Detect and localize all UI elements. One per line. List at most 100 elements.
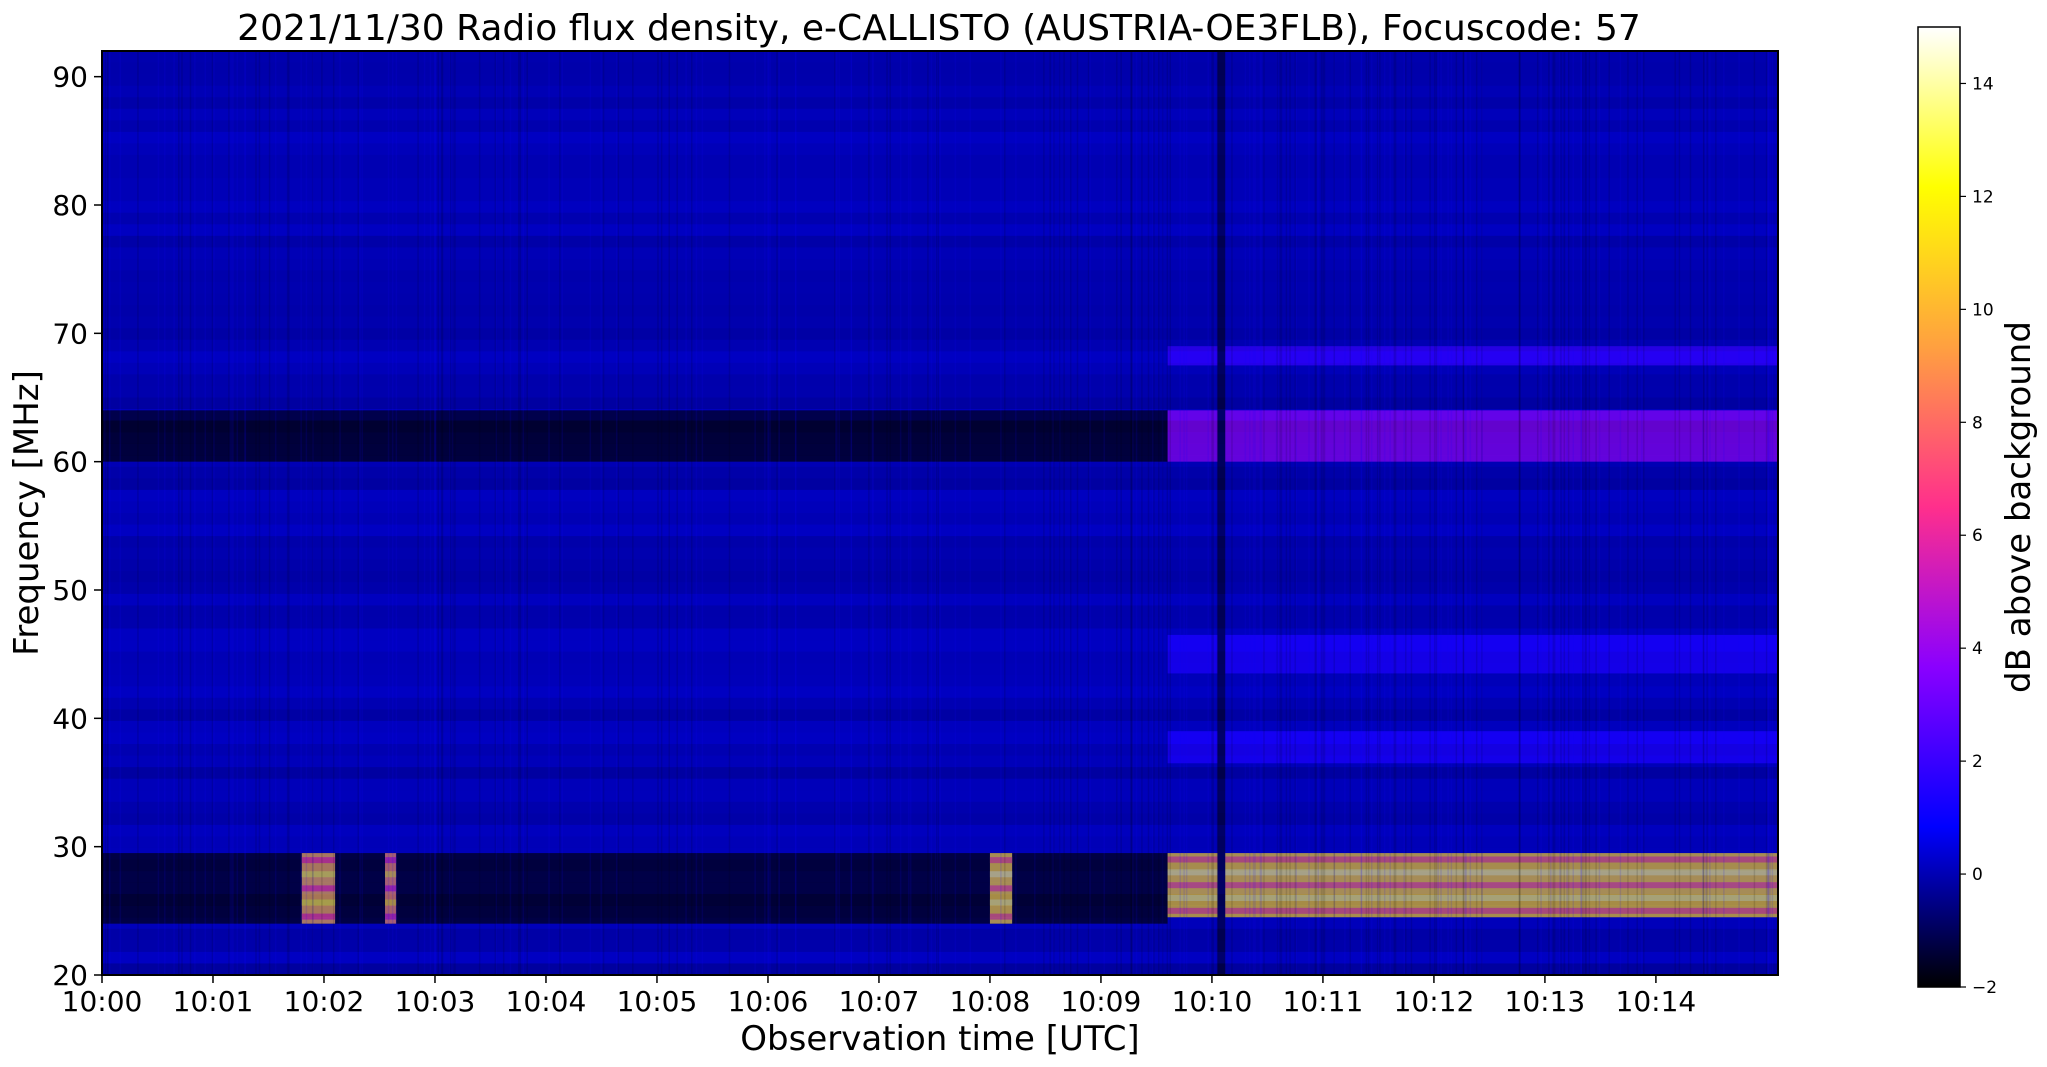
noise-band — [102, 894, 1778, 906]
noise-band — [102, 97, 1778, 109]
noise-band — [102, 201, 1778, 213]
noise-column — [1440, 51, 1442, 975]
noise-column — [417, 51, 419, 975]
noise-column — [357, 51, 359, 975]
noise-band — [102, 420, 1778, 433]
noise-column — [701, 51, 704, 975]
noise-column — [1566, 51, 1568, 975]
noise-column — [137, 51, 139, 975]
noise-column — [108, 51, 111, 975]
noise-column — [1252, 51, 1255, 975]
noise-column — [615, 51, 618, 975]
noise-column — [1285, 51, 1288, 975]
colorbar-tick-label: 2 — [1972, 752, 1983, 772]
noise-band — [102, 51, 1778, 63]
noise-column — [1765, 51, 1768, 975]
noise-band — [102, 582, 1778, 594]
noise-column — [1753, 51, 1756, 975]
noise-band — [102, 640, 1778, 652]
noise-column — [632, 51, 634, 975]
noise-column — [1475, 51, 1478, 975]
noise-band — [102, 466, 1778, 479]
noise-column — [657, 51, 659, 975]
noise-column — [1548, 51, 1550, 975]
noise-column — [794, 51, 797, 975]
y-tick-label: 70 — [52, 317, 88, 350]
noise-column — [1166, 51, 1169, 975]
noise-column — [312, 51, 314, 975]
noise-column — [589, 51, 592, 975]
noise-column — [1320, 51, 1323, 975]
noise-band — [102, 928, 1778, 941]
plot-frame — [101, 50, 1779, 976]
band-streak — [1167, 869, 1778, 876]
noise-column — [1323, 51, 1326, 975]
noise-band — [102, 385, 1778, 398]
y-tick-label: 80 — [52, 189, 88, 222]
noise-column — [1179, 51, 1181, 975]
y-axis: 20 30 40 50 60 70 80 90 — [52, 61, 102, 992]
noise-column — [164, 51, 166, 975]
noise-band — [102, 489, 1778, 502]
noise-column — [1433, 51, 1436, 975]
noise-band — [102, 166, 1778, 179]
noise-column — [1550, 51, 1552, 975]
noise-band — [102, 616, 1778, 629]
noise-column — [1211, 51, 1213, 975]
noise-column — [1702, 51, 1704, 975]
x-tick-label: 10:09 — [1061, 985, 1142, 1018]
noise-column — [300, 51, 302, 975]
noise-column — [1450, 51, 1453, 975]
noise-column — [1360, 51, 1362, 975]
noise-column — [1465, 51, 1467, 975]
noise-column — [244, 51, 246, 975]
noise-column — [1333, 51, 1336, 975]
y-axis-label: Frequency [MHz] — [7, 370, 47, 656]
noise-band — [102, 559, 1778, 571]
noise-column — [1481, 51, 1483, 975]
noise-column — [230, 51, 233, 975]
noise-column — [834, 51, 836, 975]
x-tick-label: 10:12 — [1394, 985, 1475, 1018]
noise-column — [1636, 51, 1638, 975]
noise-column — [391, 51, 394, 975]
noise-band — [102, 85, 1778, 98]
noise-band — [102, 547, 1778, 560]
noise-band — [102, 605, 1778, 617]
noise-band — [102, 859, 1778, 872]
noise-band — [102, 224, 1778, 236]
noise-column — [1161, 51, 1164, 975]
noise-column — [395, 51, 398, 975]
noise-column — [1015, 51, 1017, 975]
noise-column — [213, 51, 215, 975]
noise-band — [102, 455, 1778, 467]
noise-band — [102, 305, 1778, 317]
noise-column — [1643, 51, 1645, 975]
noise-column — [1377, 51, 1380, 975]
noise-column — [1766, 51, 1769, 975]
noise-column — [1053, 51, 1055, 975]
spectrogram-features — [102, 51, 1778, 975]
noise-column — [930, 51, 933, 975]
noise-band — [102, 235, 1778, 248]
x-tick-label: 10:10 — [1172, 985, 1253, 1018]
noise-column — [1131, 51, 1133, 975]
noise-column — [1462, 51, 1465, 975]
band-streak — [385, 899, 397, 906]
noise-column — [764, 51, 766, 975]
noise-column — [1455, 51, 1458, 975]
noise-column — [835, 51, 837, 975]
noise-band — [102, 801, 1778, 814]
noise-band — [102, 847, 1778, 860]
noise-column — [1715, 51, 1717, 975]
noise-band — [102, 282, 1778, 294]
chart-title: 2021/11/30 Radio flux density, e-CALLIST… — [237, 8, 1641, 49]
noise-column — [119, 51, 122, 975]
noise-band — [102, 767, 1778, 779]
noise-column — [106, 51, 109, 975]
colorbar-tick-label: −2 — [1972, 978, 1997, 998]
noise-band — [102, 697, 1778, 710]
noise-column — [1314, 51, 1316, 975]
noise-column — [1567, 51, 1570, 975]
